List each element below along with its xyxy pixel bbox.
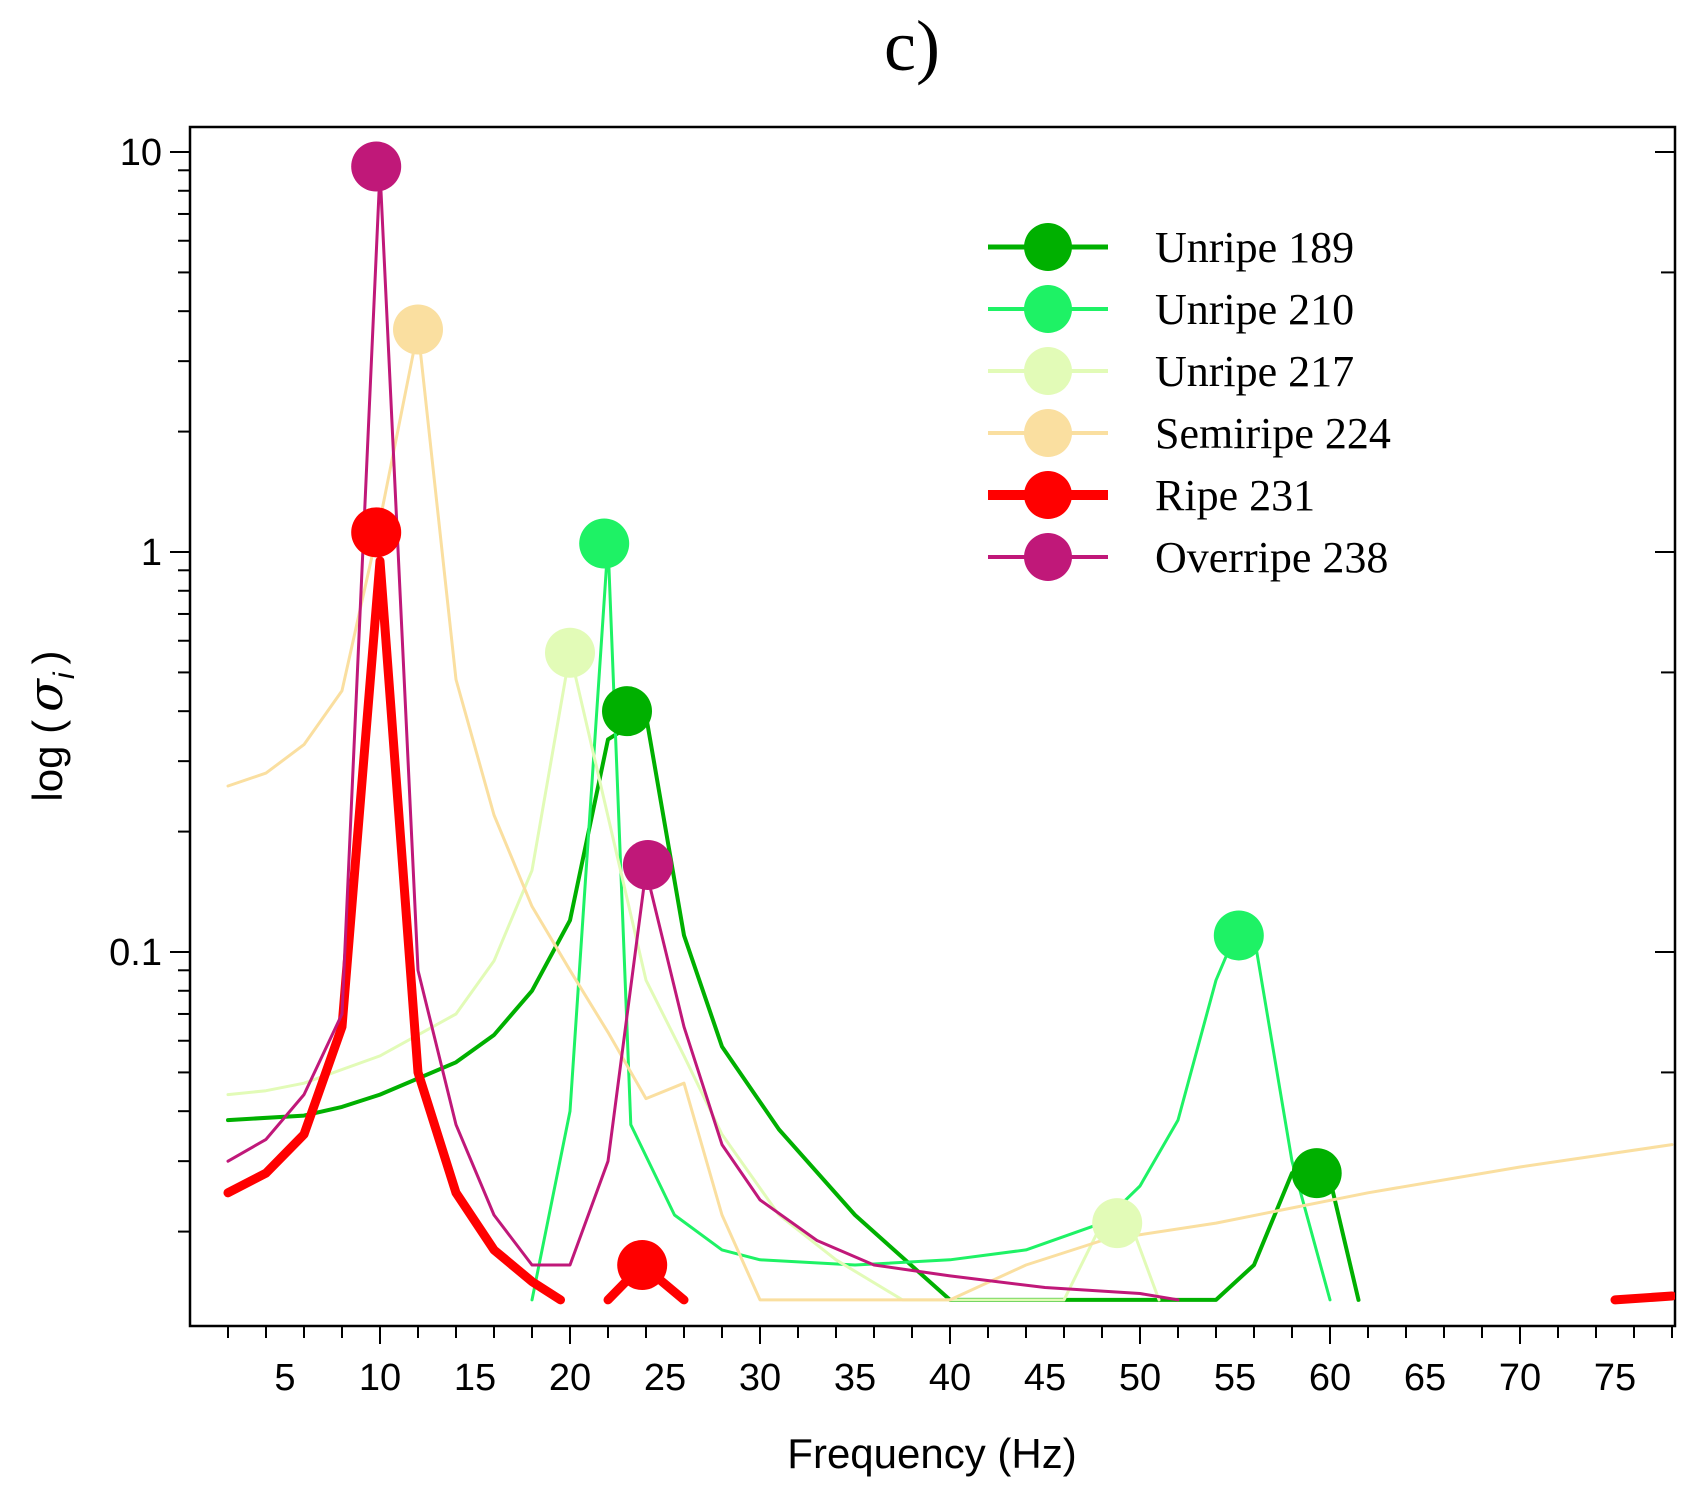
legend-item-semiripe-224: Semiripe 224	[988, 409, 1391, 458]
peak-marker-ripe-231	[617, 1240, 668, 1291]
legend-item-unripe-210: Unripe 210	[988, 285, 1354, 334]
peak-marker-unripe-189	[602, 686, 652, 737]
y-tick-label: 1	[141, 532, 162, 574]
legend-item-unripe-189: Unripe 189	[988, 223, 1354, 272]
x-tick-label: 40	[929, 1357, 971, 1399]
axis-ticks	[170, 151, 1675, 1344]
x-tick-label: 35	[834, 1357, 876, 1399]
y-axis-label-sigma: σ	[18, 678, 74, 712]
plot-area-frame	[188, 125, 1677, 1328]
x-tick-label: 20	[549, 1357, 591, 1399]
peak-marker-unripe-189	[1291, 1148, 1342, 1199]
peak-marker-unripe-210	[579, 518, 630, 569]
x-tick-label: 70	[1499, 1357, 1541, 1399]
series-line-unripe-189	[226, 713, 1361, 1302]
series-line-ripe-231-segment	[1610, 1291, 1675, 1305]
y-tick-label: 10	[120, 132, 162, 174]
y-tick-labels: 0.1 1 10	[109, 132, 162, 974]
legend-marker	[1024, 347, 1072, 395]
legend-marker	[1024, 409, 1072, 457]
y-axis-label-suffix: )	[24, 650, 71, 664]
y-axis-label: log ( σi)	[18, 650, 81, 801]
x-tick-label: 25	[644, 1357, 686, 1399]
legend-label: Unripe 217	[1155, 347, 1354, 396]
legend-label: Semiripe 224	[1155, 409, 1391, 458]
x-tick-label: 55	[1214, 1357, 1256, 1399]
x-tick-label: 50	[1119, 1357, 1161, 1399]
peak-marker-overripe-238	[622, 840, 673, 891]
y-axis-label-prefix: log (	[24, 720, 71, 802]
peak-marker-overripe-238	[351, 141, 402, 192]
x-tick-label: 65	[1404, 1357, 1446, 1399]
chart-title: c)	[884, 6, 940, 86]
series-line-unripe-210	[530, 542, 1332, 1302]
series-line-ripe-231	[223, 556, 565, 1305]
x-tick-label: 60	[1309, 1357, 1351, 1399]
legend-item-ripe-231: Ripe 231	[988, 471, 1315, 520]
peak-marker-unripe-217	[1092, 1198, 1143, 1249]
legend-label: Ripe 231	[1155, 471, 1315, 520]
legend: Unripe 189 Unripe 210 Unripe 217 Semiripe 2…	[988, 223, 1391, 582]
legend-item-unripe-217: Unripe 217	[988, 347, 1354, 396]
legend-label: Unripe 210	[1155, 285, 1354, 334]
legend-marker	[1024, 285, 1072, 333]
x-tick-label: 75	[1594, 1357, 1636, 1399]
y-tick-label: 0.1	[109, 932, 162, 974]
x-tick-label: 30	[739, 1357, 781, 1399]
series-lines	[223, 168, 1675, 1305]
series-line-overripe-238	[226, 168, 1180, 1302]
peak-marker-unripe-210	[1213, 910, 1264, 961]
peak-marker-ripe-231	[351, 507, 402, 558]
x-tick-label: 5	[274, 1357, 295, 1399]
legend-marker	[1024, 471, 1072, 519]
legend-item-overripe-238: Overripe 238	[988, 533, 1388, 582]
x-tick-labels: 5 10 15 20 25 30 35 40 45 50 55 60 65 70 75	[274, 1357, 1636, 1399]
legend-label: Unripe 189	[1155, 223, 1354, 272]
peak-marker-semiripe-224	[393, 304, 443, 355]
series-line-unripe-217	[226, 651, 1161, 1302]
y-axis-label-subscript: i	[48, 671, 81, 679]
x-tick-label: 45	[1024, 1357, 1066, 1399]
legend-marker	[1024, 533, 1072, 581]
x-tick-label: 15	[454, 1357, 496, 1399]
x-axis-label: Frequency (Hz)	[787, 1430, 1076, 1477]
x-tick-label: 10	[359, 1357, 401, 1399]
peak-markers	[351, 141, 1342, 1291]
peak-marker-unripe-217	[545, 627, 595, 678]
legend-marker	[1024, 223, 1072, 271]
legend-label: Overripe 238	[1155, 533, 1388, 582]
